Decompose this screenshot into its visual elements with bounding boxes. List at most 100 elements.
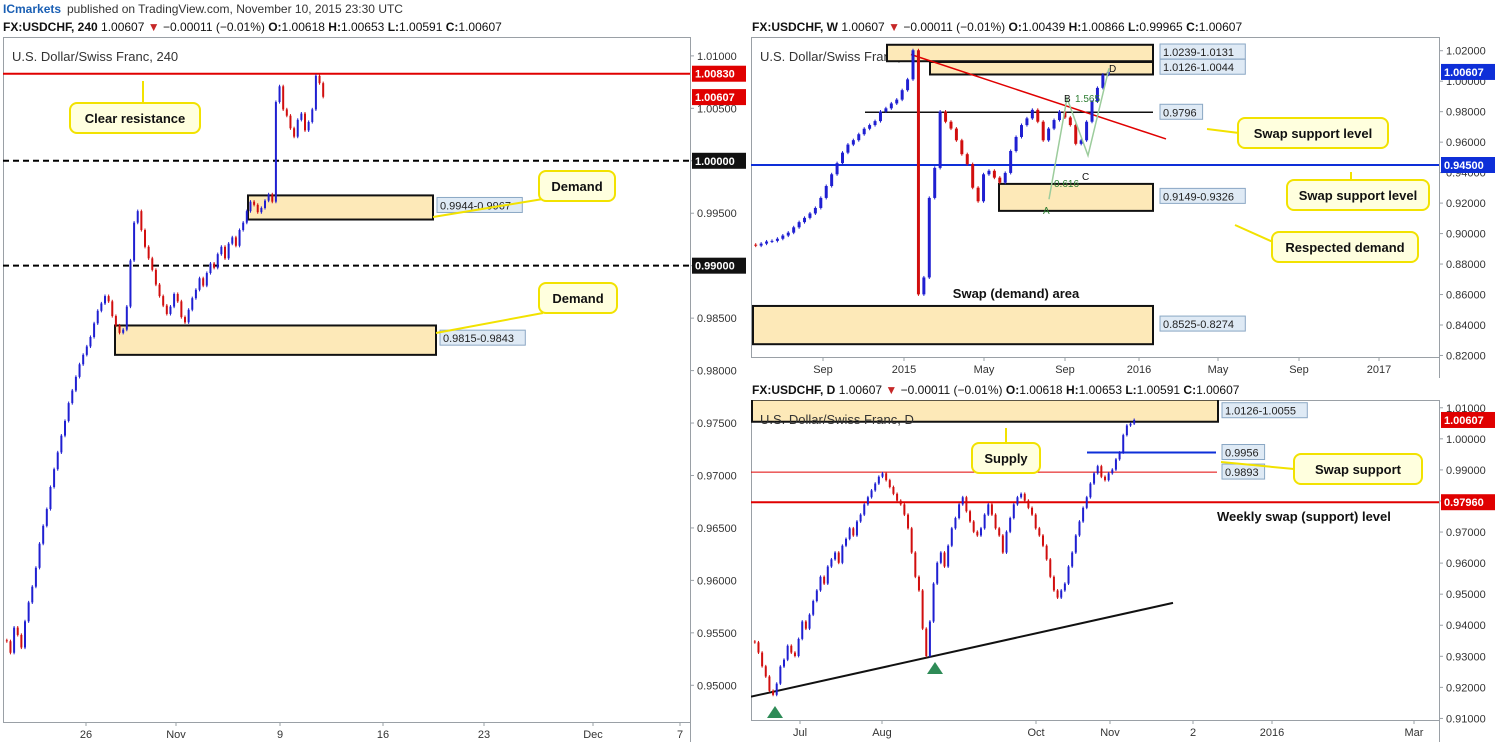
h4-candle: [64, 420, 66, 436]
h4-candle: [56, 452, 59, 470]
daily-candle: [1082, 507, 1085, 522]
annotation-swap-support-pointer: [1220, 461, 1295, 470]
daily-candle: [753, 641, 756, 643]
h4-candle: [154, 269, 157, 285]
zone-label: 1.0126-1.0055: [1225, 406, 1296, 418]
daily-candle: [841, 545, 844, 563]
daily-candle: [775, 683, 778, 695]
daily-candle: [1118, 452, 1121, 460]
weekly-swap-price-tag-bg: [1441, 494, 1495, 511]
plot-frame: [751, 400, 1440, 721]
w-chart-title: U.S. Dollar/Swiss Franc, W: [760, 49, 917, 64]
daily-candle: [943, 552, 946, 567]
daily-candle: [936, 562, 939, 584]
h4-candle: [13, 627, 16, 653]
h4-candle: [78, 364, 81, 377]
daily-candle: [881, 473, 884, 477]
weekly-candle: [765, 241, 769, 244]
annotation-swap-support-1: Swap support level: [1254, 126, 1372, 141]
y-tick-label: 1.01000: [697, 51, 737, 63]
weekly-candle: [954, 128, 958, 141]
h4-candle: [74, 376, 77, 391]
weekly-candle: [830, 174, 834, 187]
y-tick-label: 0.98500: [697, 313, 737, 325]
weekly-candle: [938, 111, 942, 168]
weekly-candle: [808, 213, 812, 218]
y-tick-label: 1.00500: [697, 103, 737, 115]
weekly-candle: [1030, 109, 1034, 119]
y-tick-label: 0.96000: [697, 575, 737, 587]
weekly-candle: [775, 238, 779, 241]
weekly-chart[interactable]: 1.020001.000000.980000.960000.940000.920…: [751, 37, 1496, 378]
annotation-weekly-swap-level: Weekly swap (support) level: [1217, 509, 1391, 524]
blue-swap-price-tag-bg: [1441, 157, 1495, 173]
y-tick-label: 0.99000: [1446, 465, 1486, 477]
h4-candle: [300, 113, 303, 120]
h4-candle: [67, 403, 70, 421]
daily-candle: [928, 621, 931, 656]
daily-candle: [998, 528, 1001, 536]
daily-candle: [1052, 576, 1055, 591]
weekly-candle: [1090, 101, 1094, 122]
w-low: 0.99965: [1139, 20, 1183, 34]
weekly-candle: [1014, 136, 1018, 151]
daily-candle: [797, 638, 800, 656]
swap-support-label-bg: [1159, 103, 1204, 120]
h4-candle: [231, 237, 234, 244]
weekly-candle: [884, 108, 888, 112]
daily-candle: [793, 652, 796, 656]
weekly-candle: [868, 125, 872, 129]
y-tick-label: 0.96000: [1446, 558, 1486, 570]
x-tick-label: May: [1208, 364, 1229, 376]
h4-candle: [85, 346, 88, 355]
annotation-swap-support-1-box: [1237, 117, 1389, 149]
daily-candle: [1107, 473, 1110, 481]
d-change: −0.00011 (−0.01%): [900, 383, 1003, 397]
daily-candle: [921, 590, 924, 629]
h4-candle: [173, 294, 176, 307]
daily-candle: [855, 521, 858, 536]
daily-candle: [848, 528, 851, 539]
daily-candle: [801, 621, 804, 639]
h4-candle: [202, 278, 205, 286]
daily-candle: [1100, 466, 1103, 477]
h4-candle: [42, 525, 45, 544]
annotation-demand-upper-box: [538, 170, 616, 202]
x-tick-label: 9: [277, 729, 283, 741]
annotation-swap-support-2-box: [1286, 179, 1430, 211]
h4-chart-title: U.S. Dollar/Swiss Franc, 240: [12, 49, 178, 64]
w-open: 1.00439: [1021, 20, 1066, 34]
weekly-candle: [982, 174, 986, 202]
ascending-trendline: [751, 601, 1174, 698]
h4-candle: [274, 102, 277, 202]
ratio-label: 0.616: [1054, 179, 1079, 190]
daily-candle: [961, 497, 964, 505]
brand-link[interactable]: ICmarkets: [3, 2, 62, 16]
zone-label-bg: [1159, 315, 1246, 332]
h4-candle: [133, 222, 136, 261]
w-header: FX:USDCHF, W 1.00607 ▼ −0.00011 (−0.01%)…: [752, 20, 1243, 34]
daily-candle: [1089, 483, 1092, 498]
h4-chart[interactable]: 1.01000 1.00500 1.00000 0.99500 0.99000 0.985…: [3, 37, 747, 742]
daily-candle: [914, 552, 917, 577]
weekly-candle: [770, 240, 774, 242]
y-tick-label: 0.97000: [697, 470, 737, 482]
weekly-candle: [1057, 111, 1061, 121]
daily-candle: [1016, 497, 1019, 505]
h4-candle: [100, 303, 103, 311]
x-tick-label: 2016: [1127, 364, 1151, 376]
h4-candle: [49, 487, 52, 510]
x-tick-label: 2015: [892, 364, 916, 376]
weekly-candle: [813, 207, 817, 214]
h4-candle: [53, 469, 56, 488]
weekly-candle: [862, 128, 866, 135]
supply-demand-zone: [752, 304, 1154, 346]
w-close: 1.00607: [1198, 20, 1243, 34]
daily-candle: [812, 601, 815, 615]
daily-chart[interactable]: 1.010001.000000.990000.980000.970000.960…: [751, 400, 1496, 742]
d-low: 1.00591: [1136, 383, 1181, 397]
x-tick-label: 23: [478, 729, 490, 741]
daily-candle: [965, 497, 968, 512]
h4-candle: [256, 204, 259, 213]
w-change: −0.00011 (−0.01%): [903, 20, 1006, 34]
